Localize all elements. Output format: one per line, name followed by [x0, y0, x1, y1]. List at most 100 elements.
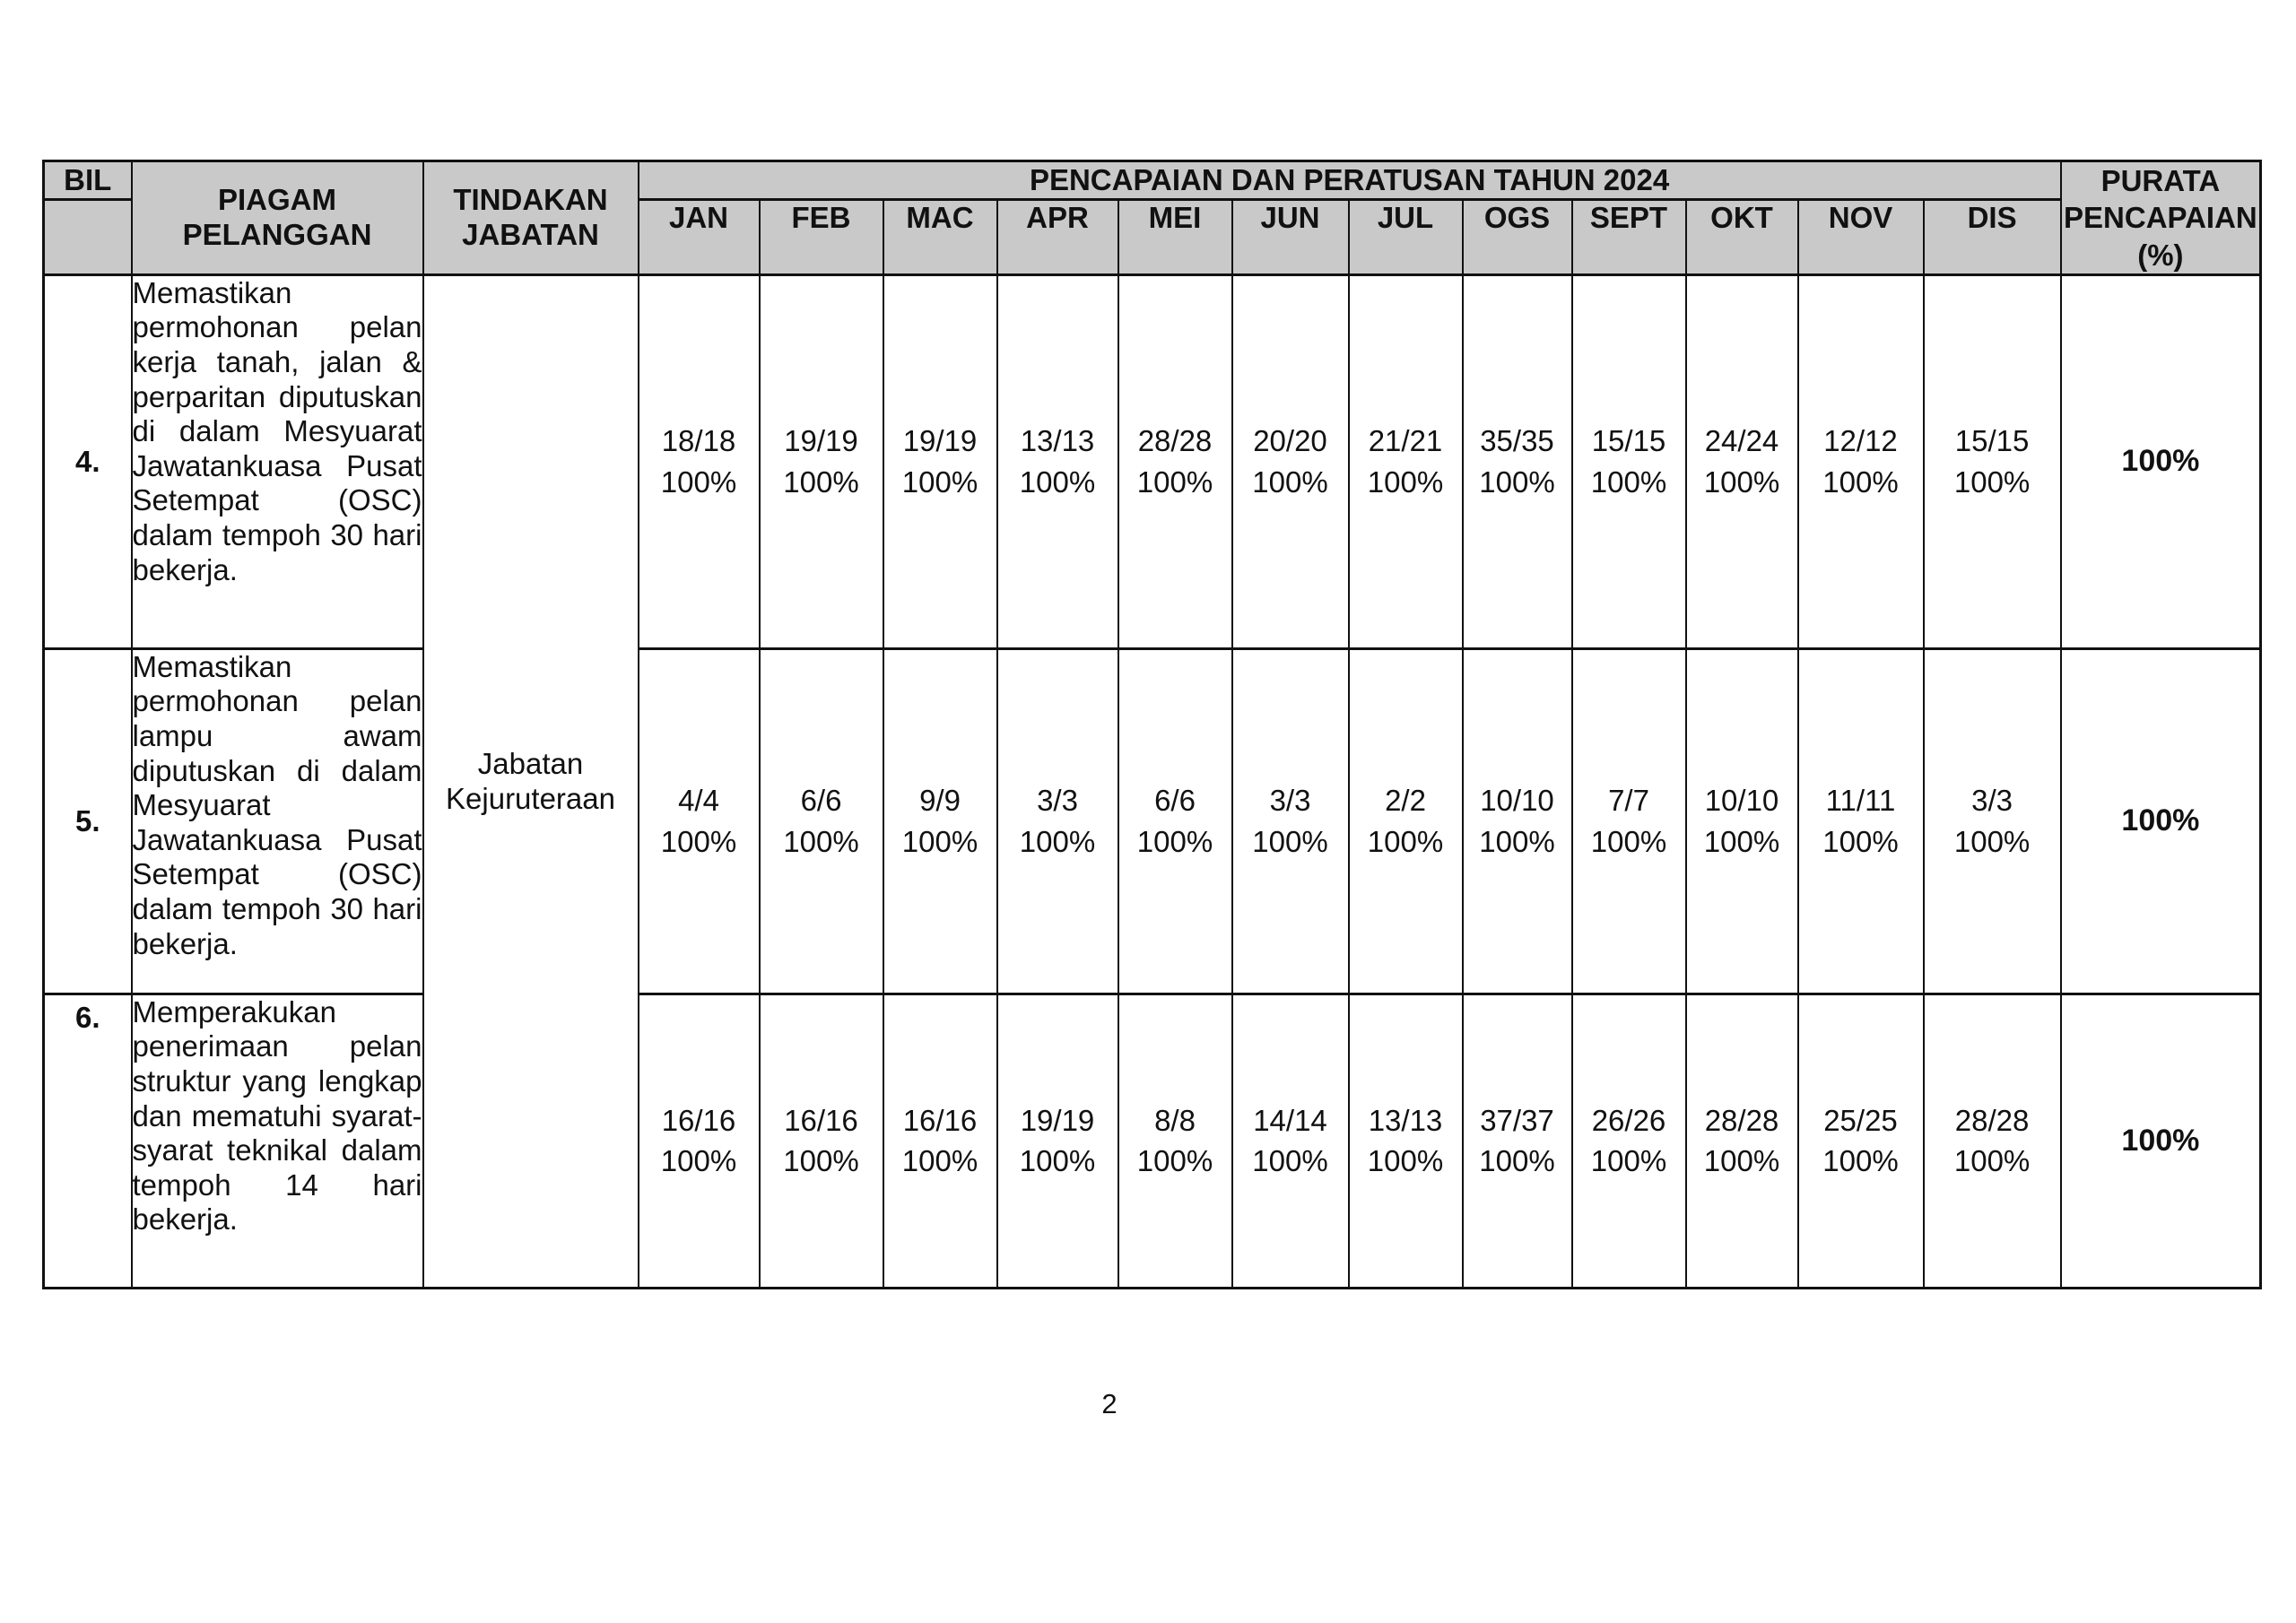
monthly-value-cell: 26/26 100% [1570, 992, 1687, 1289]
monthly-percent: 100% [1590, 464, 1667, 499]
col-header-month-jun: JUN [1231, 197, 1350, 276]
monthly-ratio: 26/26 [1591, 1103, 1666, 1137]
monthly-ratio: 6/6 [800, 784, 842, 818]
monthly-percent: 100% [783, 1144, 859, 1178]
col-header-month-okt: OKT [1684, 197, 1799, 276]
col-header-month-dis: DIS [1922, 197, 2062, 276]
monthly-value-cell: 11/11 100% [1796, 647, 1925, 995]
monthly-percent: 100% [1590, 824, 1667, 858]
monthly-value-cell: 3/3 100% [1922, 647, 2062, 995]
monthly-percent: 100% [1136, 1144, 1213, 1178]
monthly-percent: 100% [1479, 1144, 1555, 1178]
table-row-6: 6. Memperakukan penerimaan pelan struktu… [42, 992, 2262, 1289]
monthly-value-cell: 19/19 100% [758, 273, 884, 650]
monthly-value-cell: 19/19 100% [996, 992, 1119, 1289]
col-header-month-jul: JUL [1347, 197, 1464, 276]
monthly-ratio: 7/7 [1608, 784, 1649, 818]
monthly-percent: 100% [1479, 464, 1555, 499]
monthly-value-cell: 19/19 100% [882, 273, 998, 650]
average-achievement: 100% [2059, 992, 2262, 1289]
col-header-month-feb: FEB [758, 197, 884, 276]
monthly-value-cell: 35/35 100% [1461, 273, 1573, 650]
monthly-value-cell: 16/16 100% [882, 992, 998, 1289]
monthly-value-cell: 2/2 100% [1347, 647, 1464, 995]
monthly-value-cell: 6/6 100% [1117, 647, 1233, 995]
monthly-value-cell: 16/16 100% [758, 992, 884, 1289]
monthly-percent: 100% [1479, 824, 1555, 858]
row-number: 6. [42, 992, 133, 1289]
monthly-value-cell: 15/15 100% [1570, 273, 1687, 650]
monthly-ratio: 19/19 [1020, 1103, 1095, 1137]
monthly-ratio: 20/20 [1253, 424, 1327, 458]
monthly-ratio: 3/3 [1971, 784, 2013, 818]
monthly-percent: 100% [1252, 464, 1328, 499]
department-cell: Jabatan Kejuruteraan [422, 273, 639, 1289]
monthly-value-cell: 25/25 100% [1796, 992, 1925, 1289]
monthly-ratio: 28/28 [1137, 424, 1213, 458]
col-header-piagam-pelanggan: PIAGAM PELANGGAN [130, 160, 424, 276]
monthly-percent: 100% [1822, 464, 1899, 499]
table-row-5: 5. Memastikan permohonan pelan lampu awa… [42, 647, 2262, 995]
monthly-value-cell: 3/3 100% [996, 647, 1119, 995]
monthly-percent: 100% [660, 1144, 737, 1178]
monthly-percent: 100% [1590, 1144, 1667, 1178]
monthly-value-cell: 14/14 100% [1231, 992, 1350, 1289]
col-header-month-nov: NOV [1796, 197, 1925, 276]
monthly-percent: 100% [1136, 464, 1213, 499]
monthly-ratio: 10/10 [1704, 784, 1779, 818]
monthly-ratio: 13/13 [1020, 424, 1095, 458]
col-header-bil: BIL [42, 160, 133, 201]
col-header-month-mac: MAC [882, 197, 998, 276]
monthly-value-cell: 9/9 100% [882, 647, 998, 995]
monthly-ratio: 28/28 [1954, 1103, 2030, 1137]
monthly-percent: 100% [1367, 824, 1444, 858]
monthly-percent: 100% [660, 464, 737, 499]
monthly-ratio: 2/2 [1385, 784, 1426, 818]
monthly-ratio: 15/15 [1591, 424, 1666, 458]
col-header-month-mei: MEI [1117, 197, 1233, 276]
monthly-ratio: 4/4 [678, 784, 719, 818]
monthly-percent: 100% [1822, 1144, 1899, 1178]
monthly-value-cell: 21/21 100% [1347, 273, 1464, 650]
monthly-percent: 100% [1953, 1144, 2031, 1178]
monthly-ratio: 9/9 [919, 784, 961, 818]
monthly-ratio: 6/6 [1154, 784, 1196, 818]
monthly-percent: 100% [901, 824, 978, 858]
monthly-ratio: 13/13 [1368, 1103, 1443, 1137]
monthly-ratio: 12/12 [1823, 424, 1898, 458]
col-header-tindakan-jabatan: TINDAKAN JABATAN [422, 160, 639, 276]
monthly-percent: 100% [901, 464, 978, 499]
monthly-percent: 100% [783, 824, 859, 858]
monthly-ratio: 25/25 [1823, 1103, 1898, 1137]
monthly-percent: 100% [660, 824, 737, 858]
monthly-ratio: 19/19 [784, 424, 858, 458]
monthly-value-cell: 7/7 100% [1570, 647, 1687, 995]
col-header-month-apr: APR [996, 197, 1119, 276]
average-achievement: 100% [2059, 647, 2262, 995]
monthly-value-cell: 3/3 100% [1231, 647, 1350, 995]
monthly-percent: 100% [1953, 824, 2031, 858]
monthly-value-cell: 6/6 100% [758, 647, 884, 995]
monthly-percent: 100% [1703, 464, 1780, 499]
monthly-value-cell: 13/13 100% [996, 273, 1119, 650]
monthly-percent: 100% [1019, 824, 1096, 858]
monthly-percent: 100% [1252, 824, 1328, 858]
monthly-ratio: 35/35 [1480, 424, 1554, 458]
header-row-1: BIL PIAGAM PELANGGAN TINDAKAN JABATAN PE… [42, 160, 2262, 276]
monthly-ratio: 3/3 [1269, 784, 1311, 818]
monthly-ratio: 8/8 [1154, 1103, 1196, 1137]
monthly-value-cell: 4/4 100% [637, 647, 761, 995]
charter-text: Memastikan permohonan pelan kerja tanah,… [130, 273, 424, 650]
page-number: 2 [1101, 1388, 1118, 1419]
monthly-value-cell: 37/37 100% [1461, 992, 1573, 1289]
monthly-percent: 100% [783, 464, 859, 499]
charter-text: Memperakukan penerimaan pelan struktur y… [130, 992, 424, 1289]
monthly-ratio: 16/16 [661, 1103, 736, 1137]
monthly-percent: 100% [1703, 1144, 1780, 1178]
achievement-table: BIL PIAGAM PELANGGAN TINDAKAN JABATAN PE… [42, 160, 2263, 1289]
monthly-value-cell: 8/8 100% [1117, 992, 1233, 1289]
monthly-ratio: 3/3 [1037, 784, 1078, 818]
monthly-percent: 100% [1019, 1144, 1096, 1178]
header-row-2-months: JAN FEB MAC APR MEI JUN JUL OGS SEPT OKT… [42, 197, 2261, 276]
monthly-ratio: 16/16 [784, 1103, 858, 1137]
